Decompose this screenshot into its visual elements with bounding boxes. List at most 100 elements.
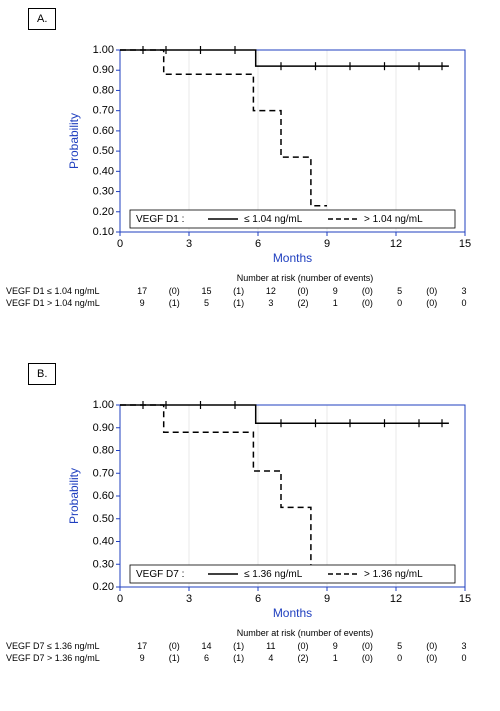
panel-label: B. bbox=[28, 363, 56, 385]
risk-cell: (2) bbox=[287, 297, 319, 310]
km-chart: 0.200.300.400.500.600.700.800.901.000369… bbox=[60, 395, 480, 625]
svg-text:0.90: 0.90 bbox=[93, 422, 114, 434]
risk-cell: (0) bbox=[351, 285, 383, 298]
panel-a: A. 0.10 0.20 0.30 0.40 0.50 0.60 0.70 0.80 0.90 1.… bbox=[0, 0, 500, 355]
svg-text:1.00: 1.00 bbox=[93, 44, 114, 56]
svg-text:0.20: 0.20 bbox=[93, 206, 114, 218]
risk-cell: 5 bbox=[384, 640, 416, 653]
svg-text:0: 0 bbox=[117, 238, 123, 250]
svg-text:12: 12 bbox=[390, 238, 402, 250]
svg-text:0.80: 0.80 bbox=[93, 84, 114, 96]
svg-text:0.90: 0.90 bbox=[93, 64, 114, 76]
legend-prefix: VEGF D1 : bbox=[136, 214, 184, 225]
risk-cell: (0) bbox=[287, 640, 319, 653]
risk-cell: 9 bbox=[126, 652, 158, 665]
table-row: VEGF D1 ≤ 1.04 ng/mL17(0)15(1)12(0)9(0)5… bbox=[0, 285, 490, 298]
svg-text:0: 0 bbox=[117, 593, 123, 605]
risk-cell: (2) bbox=[287, 652, 319, 665]
risk-cell: 3 bbox=[255, 297, 287, 310]
risk-row-label: VEGF D7 > 1.36 ng/mL bbox=[0, 652, 126, 665]
y-axis-label: Probability bbox=[67, 468, 81, 524]
x-axis-label: Months bbox=[273, 251, 312, 265]
risk-cell: (0) bbox=[416, 285, 448, 298]
risk-cell: (0) bbox=[158, 285, 190, 298]
svg-text:0.60: 0.60 bbox=[93, 490, 114, 502]
risk-cell: 11 bbox=[255, 640, 287, 653]
risk-cell: 4 bbox=[255, 652, 287, 665]
svg-text:0.20: 0.20 bbox=[93, 581, 114, 593]
svg-text:0.10: 0.10 bbox=[93, 226, 114, 238]
risk-cell: 0 bbox=[384, 297, 416, 310]
risk-cell: (0) bbox=[416, 652, 448, 665]
risk-cell: 9 bbox=[319, 285, 351, 298]
risk-cell: 1 bbox=[319, 652, 351, 665]
svg-text:0.30: 0.30 bbox=[93, 558, 114, 570]
risk-cell: (0) bbox=[416, 640, 448, 653]
risk-cell: 12 bbox=[255, 285, 287, 298]
svg-text:0.50: 0.50 bbox=[93, 145, 114, 157]
svg-text:0.80: 0.80 bbox=[93, 445, 114, 457]
svg-text:6: 6 bbox=[255, 238, 261, 250]
risk-cell: (0) bbox=[158, 640, 190, 653]
svg-text:3: 3 bbox=[186, 593, 192, 605]
svg-text:0.60: 0.60 bbox=[93, 125, 114, 137]
risk-table-title: Number at risk (number of events) bbox=[0, 627, 490, 640]
panel-label: A. bbox=[28, 8, 56, 30]
risk-cell: 1 bbox=[319, 297, 351, 310]
km-chart: 0.10 0.20 0.30 0.40 0.50 0.60 0.70 0.80 0.90 1.00… bbox=[60, 40, 480, 270]
svg-text:0.70: 0.70 bbox=[93, 105, 114, 117]
svg-text:0.40: 0.40 bbox=[93, 165, 114, 177]
svg-text:> 1.04 ng/mL: > 1.04 ng/mL bbox=[364, 214, 423, 225]
svg-text:0.40: 0.40 bbox=[93, 536, 114, 548]
risk-cell: 3 bbox=[448, 285, 480, 298]
risk-cell: 6 bbox=[190, 652, 222, 665]
svg-text:15: 15 bbox=[459, 238, 471, 250]
risk-table-title: Number at risk (number of events) bbox=[0, 272, 490, 285]
risk-cell: (1) bbox=[223, 297, 255, 310]
risk-cell: 3 bbox=[448, 640, 480, 653]
svg-text:1.00: 1.00 bbox=[93, 399, 114, 411]
risk-cell: (0) bbox=[287, 285, 319, 298]
risk-cell: (1) bbox=[223, 640, 255, 653]
table-row: VEGF D7 > 1.36 ng/mL9(1)6(1)4(2)1(0)0(0)… bbox=[0, 652, 490, 665]
table-row: VEGF D1 > 1.04 ng/mL9(1)5(1)3(2)1(0)0(0)… bbox=[0, 297, 490, 310]
risk-cell: 9 bbox=[126, 297, 158, 310]
risk-cell: (1) bbox=[158, 652, 190, 665]
risk-cell: 5 bbox=[384, 285, 416, 298]
risk-cell: (1) bbox=[223, 285, 255, 298]
y-axis-label: Probability bbox=[67, 113, 81, 169]
risk-cell: (0) bbox=[416, 297, 448, 310]
risk-cell: 14 bbox=[190, 640, 222, 653]
risk-cell: 17 bbox=[126, 285, 158, 298]
risk-row-label: VEGF D1 > 1.04 ng/mL bbox=[0, 297, 126, 310]
x-axis-label: Months bbox=[273, 606, 312, 620]
svg-text:0.50: 0.50 bbox=[93, 513, 114, 525]
svg-text:9: 9 bbox=[324, 238, 330, 250]
table-row: VEGF D7 ≤ 1.36 ng/mL17(0)14(1)11(0)9(0)5… bbox=[0, 640, 490, 653]
legend-prefix: VEGF D7 : bbox=[136, 569, 184, 580]
risk-cell: (1) bbox=[223, 652, 255, 665]
risk-row-label: VEGF D7 ≤ 1.36 ng/mL bbox=[0, 640, 126, 653]
svg-text:12: 12 bbox=[390, 593, 402, 605]
risk-cell: (0) bbox=[351, 297, 383, 310]
svg-text:0.70: 0.70 bbox=[93, 467, 114, 479]
svg-text:0.30: 0.30 bbox=[93, 186, 114, 198]
risk-row-label: VEGF D1 ≤ 1.04 ng/mL bbox=[0, 285, 126, 298]
risk-cell: (0) bbox=[351, 640, 383, 653]
risk-cell: 0 bbox=[384, 652, 416, 665]
risk-cell: 9 bbox=[319, 640, 351, 653]
risk-cell: 15 bbox=[190, 285, 222, 298]
risk-table: Number at risk (number of events)VEGF D1… bbox=[0, 272, 490, 310]
svg-text:15: 15 bbox=[459, 593, 471, 605]
panel-b: B.0.200.300.400.500.600.700.800.901.0003… bbox=[0, 355, 500, 711]
risk-cell: 17 bbox=[126, 640, 158, 653]
risk-cell: (0) bbox=[351, 652, 383, 665]
risk-cell: 0 bbox=[448, 297, 480, 310]
svg-text:≤ 1.04 ng/mL: ≤ 1.04 ng/mL bbox=[244, 214, 303, 225]
svg-text:3: 3 bbox=[186, 238, 192, 250]
svg-text:6: 6 bbox=[255, 593, 261, 605]
risk-cell: 5 bbox=[190, 297, 222, 310]
risk-cell: 0 bbox=[448, 652, 480, 665]
risk-cell: (1) bbox=[158, 297, 190, 310]
figure-root: A. 0.10 0.20 0.30 0.40 0.50 0.60 0.70 0.80 0.90 1.… bbox=[0, 0, 500, 711]
